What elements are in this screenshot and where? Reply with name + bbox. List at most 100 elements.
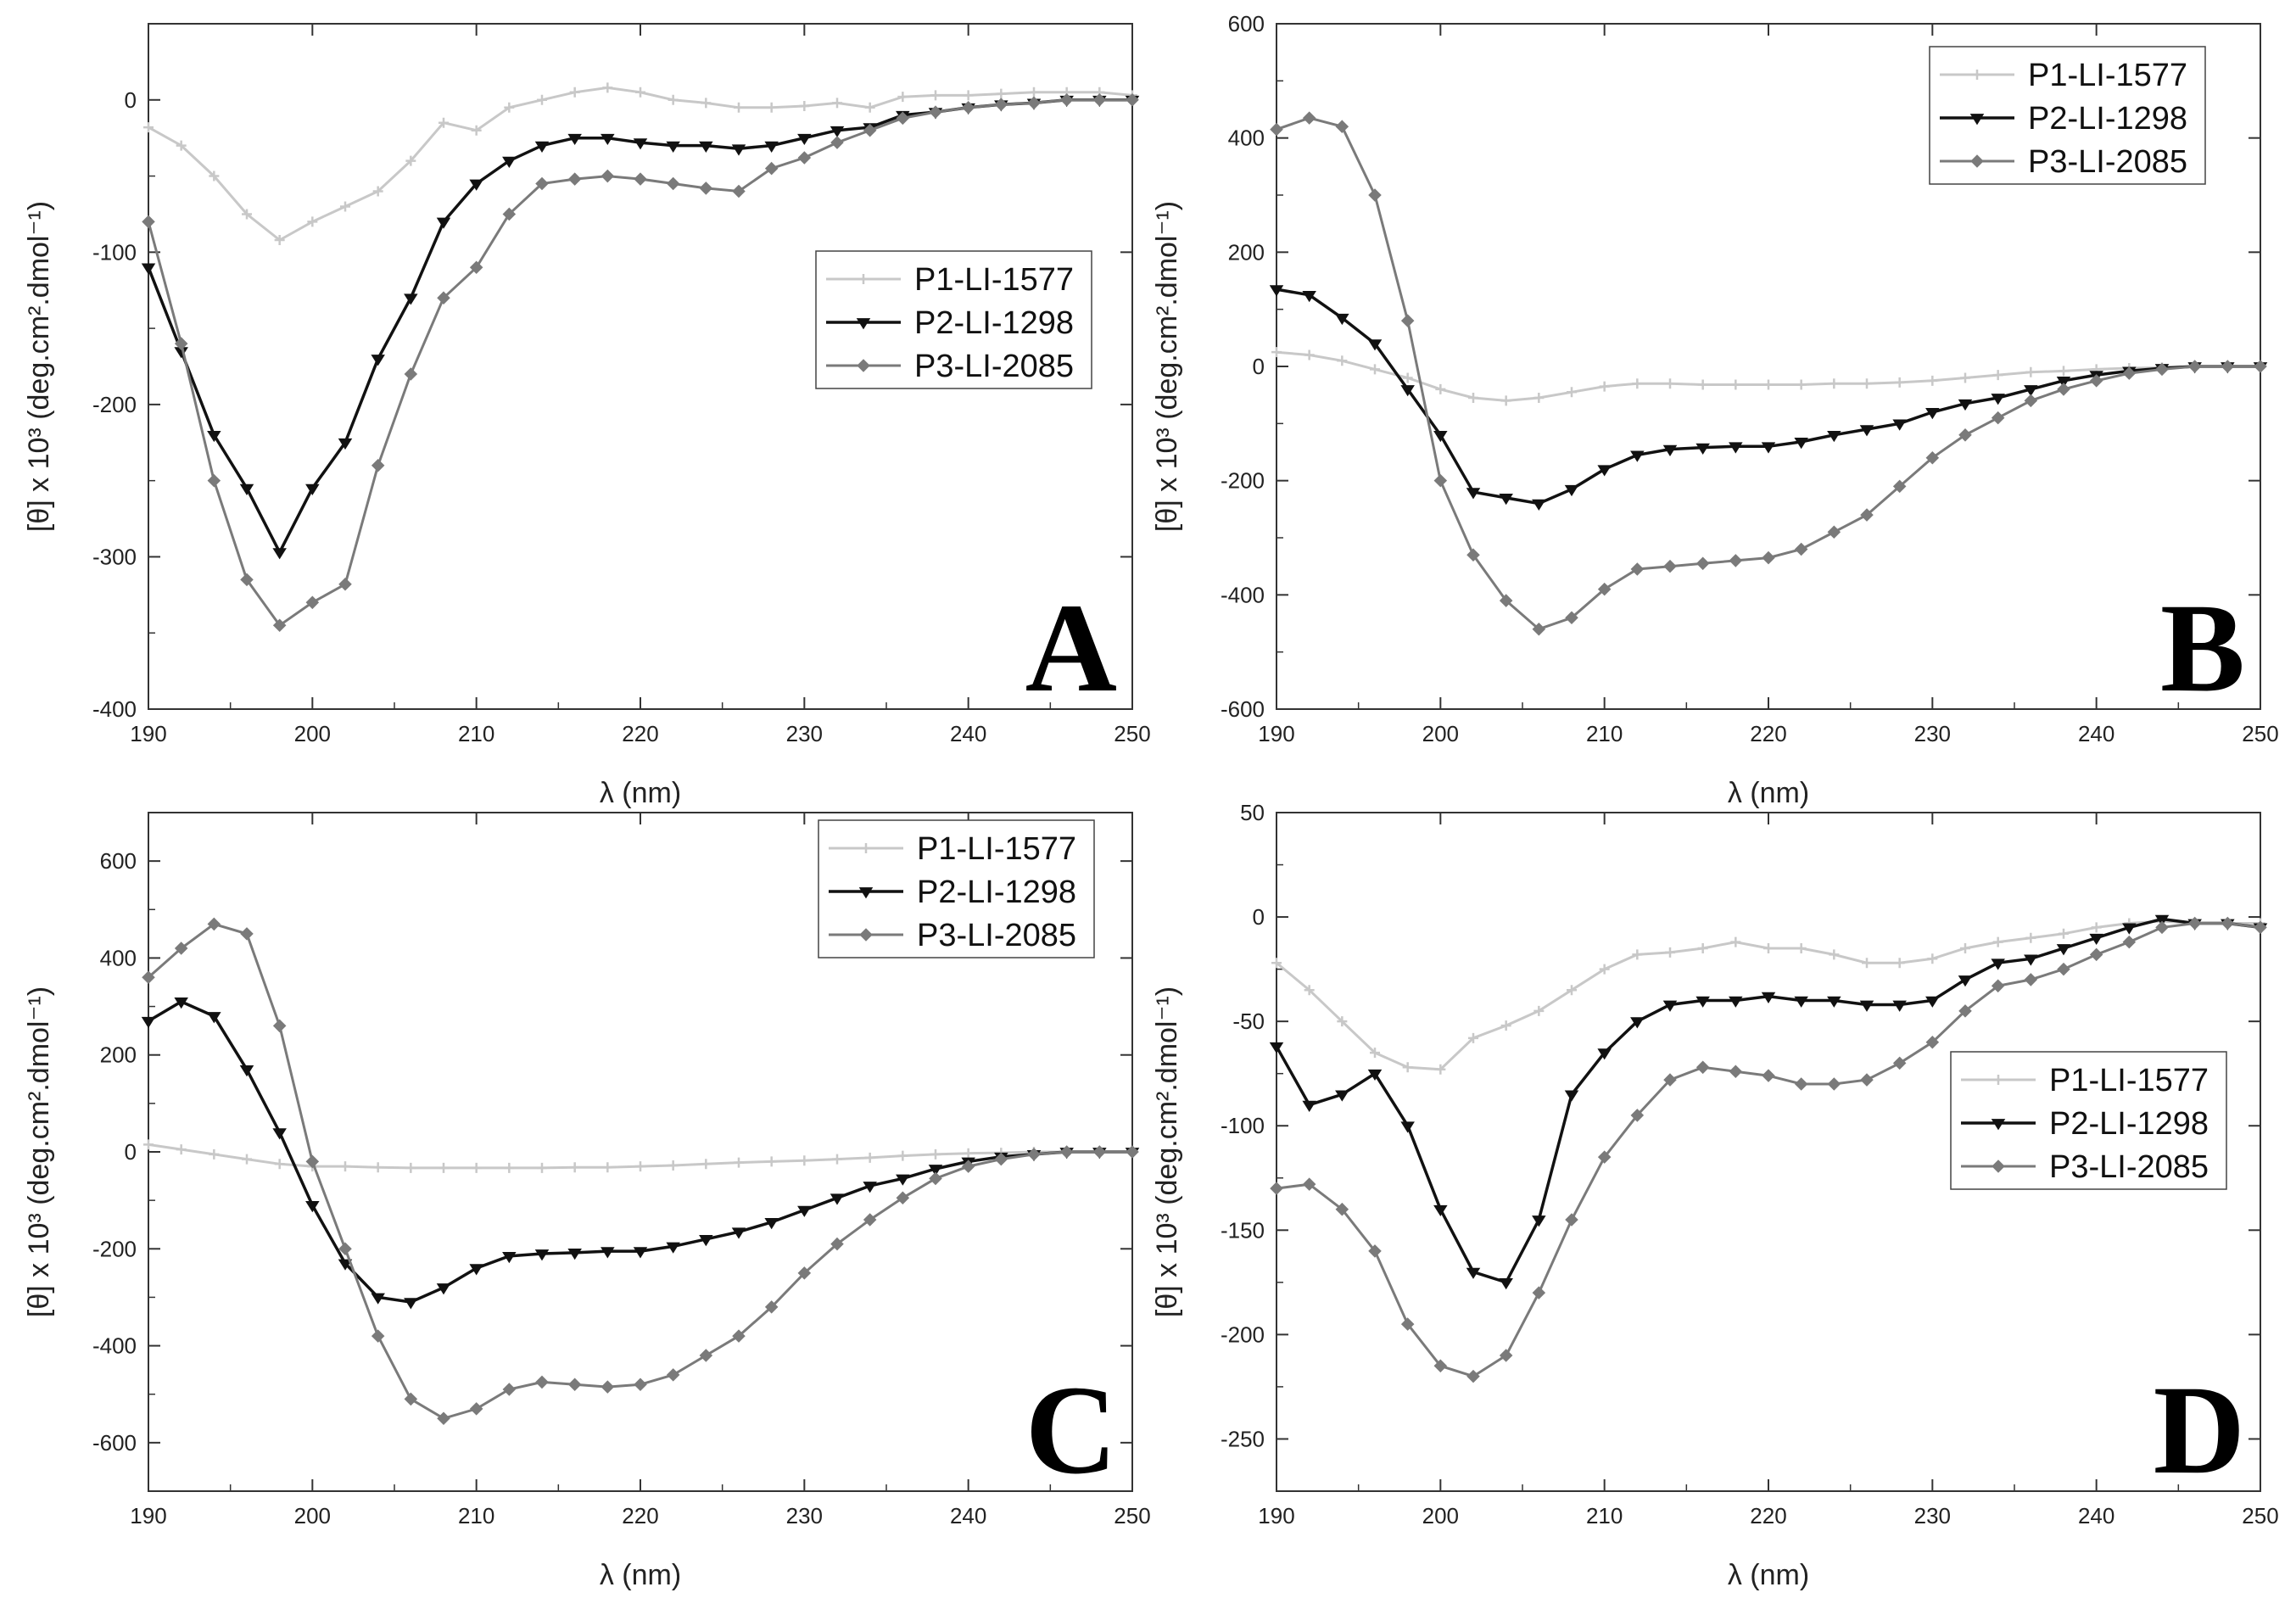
y-tick-label: -50	[1232, 1009, 1265, 1034]
data-point	[1499, 494, 1513, 506]
data-point	[2122, 366, 2137, 380]
data-point	[371, 355, 385, 366]
data-point	[404, 367, 418, 381]
legend-marker	[857, 359, 870, 372]
y-tick-label: -250	[1221, 1426, 1265, 1451]
data-point	[437, 1411, 450, 1426]
data-point	[1794, 996, 1808, 1008]
panel-a: 190 200 210 220 230 240 250 0 -100 -200 -300 -400 λ …	[23, 23, 1151, 809]
x-tick-label: 210	[458, 721, 494, 746]
data-point	[567, 1249, 582, 1260]
y-tick-label: -150	[1221, 1217, 1265, 1243]
data-point	[1597, 465, 1612, 477]
panel-c: 190 200 210 220 230 240 250 600 400 200 0 -200 -400 -…	[23, 812, 1151, 1591]
data-point	[338, 1242, 352, 1256]
x-tick-label: 190	[1258, 721, 1294, 746]
data-point	[272, 548, 287, 560]
data-point	[1894, 377, 1905, 388]
data-point	[1991, 979, 2005, 993]
y-tick-label: 0	[1253, 904, 1265, 930]
data-point	[1337, 1016, 1348, 1027]
data-point	[371, 458, 385, 472]
data-point	[863, 1182, 877, 1193]
data-point	[2221, 360, 2235, 373]
data-point	[1729, 554, 1743, 567]
data-point	[1269, 1042, 1284, 1054]
data-point	[305, 483, 320, 496]
data-point	[2059, 928, 2069, 939]
data-point	[2187, 916, 2202, 930]
data-point	[1827, 430, 1841, 443]
y-tick-label: 600	[1228, 11, 1265, 36]
data-point	[601, 133, 615, 146]
y-tick-label: -300	[92, 544, 137, 569]
data-point	[1433, 1359, 1448, 1373]
data-point	[1958, 975, 1973, 987]
data-point	[1663, 559, 1677, 573]
data-point	[1992, 936, 2003, 947]
data-point	[1367, 339, 1383, 351]
x-tick-label: 230	[786, 1503, 823, 1528]
data-point	[2155, 920, 2169, 935]
data-point	[668, 1160, 679, 1171]
data-point	[1468, 1032, 1478, 1043]
data-point	[1729, 1065, 1743, 1078]
data-point	[699, 182, 713, 195]
data-point	[1597, 1048, 1612, 1060]
data-point	[1892, 1056, 1907, 1070]
data-point	[830, 1193, 845, 1205]
data-point	[666, 176, 680, 191]
x-tick-label: 250	[2242, 721, 2278, 746]
data-point	[537, 94, 547, 105]
legend-marker	[1972, 70, 1982, 80]
data-point	[469, 1264, 483, 1276]
data-point	[1435, 1064, 1446, 1075]
panel-letter: C	[1025, 1360, 1117, 1500]
data-point	[994, 98, 1008, 111]
data-point	[799, 100, 810, 111]
data-point	[864, 1152, 875, 1163]
data-point	[1697, 379, 1708, 390]
data-point	[1796, 379, 1807, 390]
data-point	[731, 144, 746, 156]
data-point	[1794, 542, 1808, 556]
data-point	[2187, 360, 2202, 373]
x-tick-label: 220	[1750, 721, 1786, 746]
legend-label: P3-LI-2085	[917, 918, 1076, 953]
panel-letter: D	[2154, 1360, 2245, 1500]
series-line	[148, 86, 1133, 242]
legend-marker	[858, 887, 874, 899]
data-point	[1126, 1145, 1139, 1159]
data-point	[731, 1227, 746, 1239]
data-point	[961, 100, 975, 115]
data-point	[634, 172, 647, 186]
x-tick-label: 220	[1750, 1503, 1786, 1528]
data-point	[1567, 985, 1577, 996]
legend: P1-LI-1577 P2-LI-1298 P3-LI-2085	[818, 819, 1095, 958]
y-tick-label: -400	[92, 1333, 137, 1359]
data-point	[504, 1162, 515, 1173]
data-point	[469, 260, 483, 275]
x-tick-label: 250	[2242, 1503, 2278, 1528]
data-point	[1567, 387, 1577, 398]
data-point	[2025, 366, 2036, 377]
data-point	[1565, 1213, 1578, 1227]
data-point	[601, 1247, 615, 1259]
x-axis-title: λ (nm)	[1728, 1559, 1809, 1591]
series-p3-li-2085	[1270, 916, 2267, 1383]
panel-letter: B	[2160, 578, 2245, 718]
data-point	[2254, 920, 2267, 935]
data-point	[830, 136, 844, 149]
data-point	[534, 1249, 550, 1261]
data-point	[142, 970, 155, 985]
data-point	[502, 207, 517, 221]
legend-marker	[1992, 1160, 2005, 1173]
x-tick-label: 240	[2078, 1503, 2114, 1528]
data-point	[929, 105, 942, 119]
data-point	[1829, 949, 1840, 960]
data-point	[2024, 973, 2038, 986]
data-point	[1302, 1100, 1316, 1112]
data-point	[832, 98, 842, 109]
data-point	[174, 998, 188, 1009]
y-tick-label: 600	[100, 848, 137, 874]
